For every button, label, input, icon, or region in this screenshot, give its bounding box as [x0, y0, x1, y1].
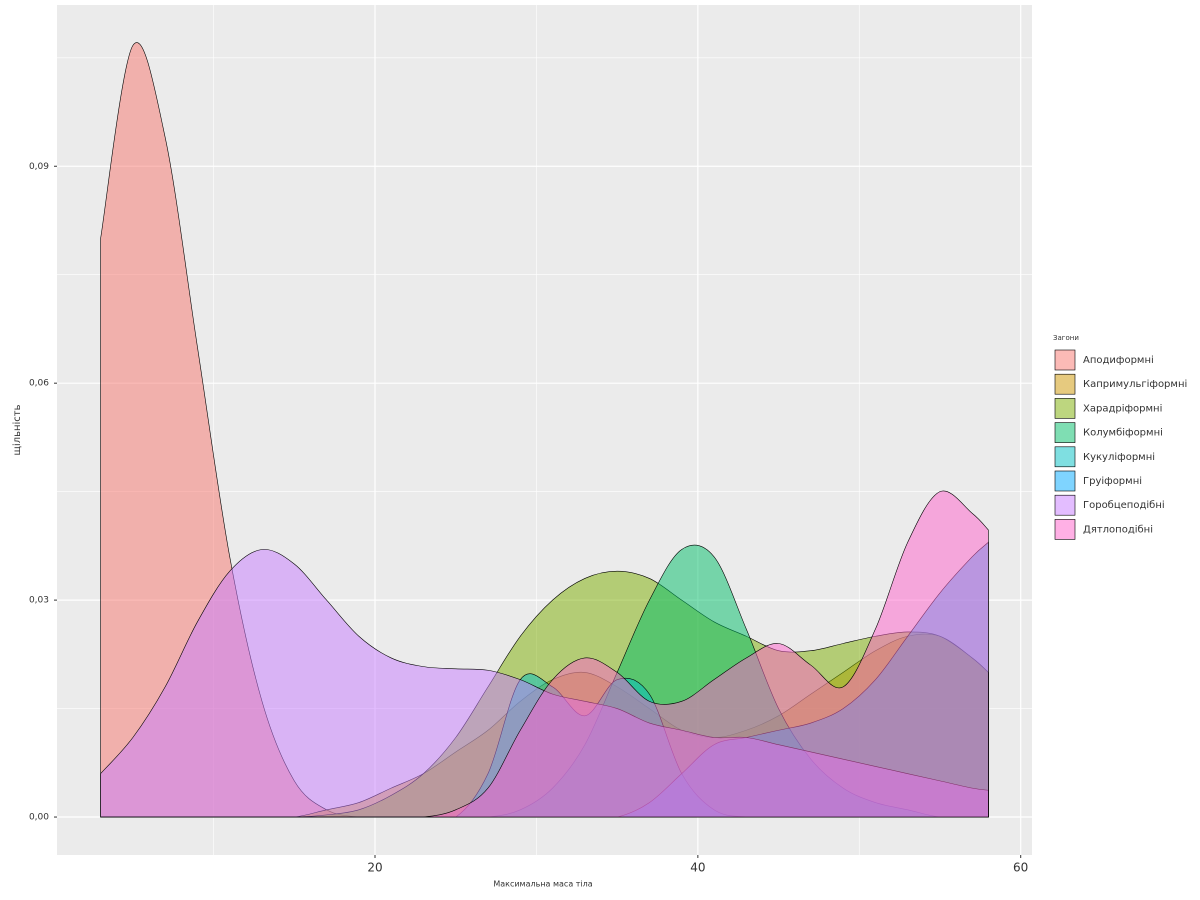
legend-key — [1054, 519, 1076, 540]
legend-label: Груіформні — [1083, 475, 1142, 487]
y-tick-label: 0,09 — [29, 162, 49, 172]
legend-key — [1054, 494, 1076, 516]
legend-title: Загони — [1053, 334, 1079, 342]
legend-label: Харадріформні — [1083, 402, 1162, 414]
x-tick-label: 60 — [1013, 861, 1028, 875]
x-tick-label: 40 — [690, 861, 705, 875]
density-area — [100, 490, 989, 818]
legend-label: Горобцеподібні — [1083, 499, 1165, 511]
legend-key — [1054, 349, 1076, 371]
x-axis-label: Максимальна маса тіла — [493, 880, 592, 889]
legend-key — [1054, 398, 1076, 419]
legend: Аподиформні Капримульгіформні Харадріформн… — [1054, 349, 1187, 540]
legend-key — [1054, 422, 1076, 443]
y-tick-label: 0,03 — [29, 596, 49, 606]
x-tick-label: 20 — [367, 861, 382, 875]
y-tick-label: 0,06 — [29, 379, 49, 389]
legend-label: Кукуліформні — [1083, 451, 1155, 463]
legend-label: Капримульгіформні — [1083, 378, 1187, 390]
areas — [100, 42, 989, 818]
y-tick-label: 0,00 — [29, 813, 49, 823]
y-axis-label: щільність — [11, 404, 23, 455]
legend-label: Колумбіформні — [1083, 427, 1163, 439]
legend-label: Аподиформні — [1083, 354, 1154, 366]
legend-key — [1054, 446, 1076, 468]
legend-key — [1054, 373, 1076, 395]
x-label-bg — [493, 877, 592, 891]
legend-key — [1054, 470, 1076, 492]
legend-label: Дятлоподібні — [1083, 523, 1153, 535]
